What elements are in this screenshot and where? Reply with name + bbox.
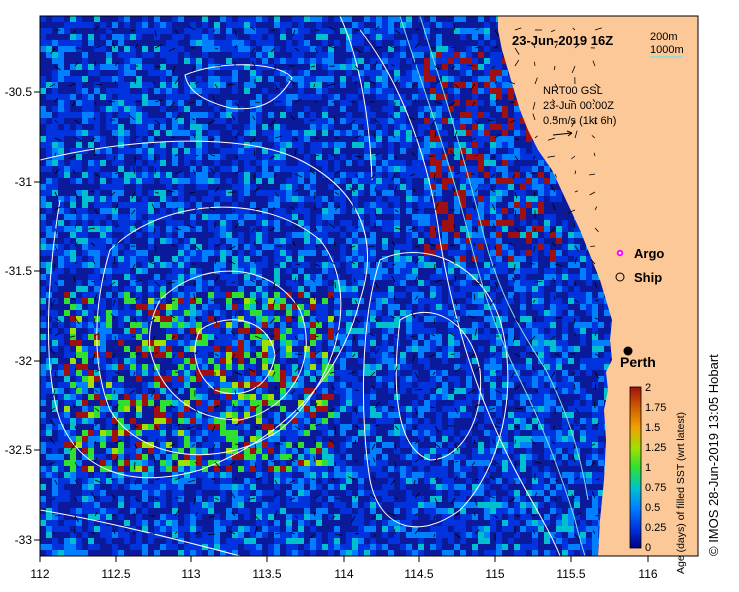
x-tick: 115.5	[556, 567, 585, 581]
colorbar-tick: 1	[645, 462, 651, 474]
legend-1000m-label: 1000m	[650, 44, 684, 56]
y-axis	[34, 91, 40, 541]
imos-credit: © IMOS 28-Jun-2019 13:05 Hobart	[706, 354, 721, 556]
x-tick-labels: 112 112.5 113 113.5 114 114.5 115 115.5 …	[30, 567, 657, 581]
x-tick: 112	[30, 567, 49, 581]
ship-label: Ship	[634, 270, 662, 285]
y-tick: -31.5	[5, 264, 33, 278]
x-axis	[39, 556, 649, 562]
y-tick-labels: -30.5 -31 -31.5 -32 -32.5 -33	[5, 85, 33, 547]
colorbar-tick: 0	[645, 542, 651, 554]
x-tick: 114.5	[404, 567, 433, 581]
current-legend-scale: 0.5m/s (1kt 6h)	[543, 115, 616, 127]
colorbar-tick: 1.5	[645, 422, 660, 434]
x-tick: 113	[181, 567, 200, 581]
map-title: 23-Jun-2019 16Z	[512, 33, 613, 48]
perth-label: Perth	[620, 354, 656, 370]
colorbar	[629, 386, 642, 549]
legend-200m-label: 200m	[650, 31, 678, 43]
x-tick: 112.5	[101, 567, 130, 581]
y-tick: -32.5	[5, 443, 33, 457]
colorbar-tick: 1.25	[645, 442, 666, 454]
colorbar-tick: 0.25	[645, 522, 666, 534]
current-scale-arrow	[552, 130, 573, 137]
argo-label: Argo	[634, 246, 664, 261]
ship-marker-icon	[615, 272, 625, 282]
land-area	[498, 16, 698, 556]
colorbar-tick: 0.5	[645, 502, 660, 514]
current-legend-time: 23-Jun 00:00Z	[543, 100, 614, 112]
current-legend-source: NRT00 GSL	[543, 85, 603, 97]
x-tick: 115	[485, 567, 504, 581]
colorbar-ticks: 0 0.25 0.5 0.75 1 1.25 1.5 1.75 2	[645, 382, 666, 554]
x-tick: 116	[638, 567, 657, 581]
bathymetry-200m-contours	[399, 16, 589, 556]
bathymetry-1000m-contours	[40, 16, 561, 556]
colorbar-tick: 1.75	[645, 402, 666, 414]
colorbar-label: Age (days) of filled SST (wrt latest)	[675, 412, 687, 574]
colorbar-tick: 0.75	[645, 482, 666, 494]
x-tick: 113.5	[252, 567, 281, 581]
x-tick: 114	[334, 567, 353, 581]
colorbar-tick: 2	[645, 382, 651, 394]
argo-marker-icon	[616, 249, 624, 257]
y-tick: -32	[15, 354, 33, 368]
perth-city-dot	[623, 346, 633, 356]
y-tick: -33	[15, 533, 33, 547]
current-vectors	[48, 23, 602, 541]
plot-frame	[39, 15, 699, 557]
y-tick: -31	[15, 175, 33, 189]
y-tick: -30.5	[5, 85, 33, 99]
